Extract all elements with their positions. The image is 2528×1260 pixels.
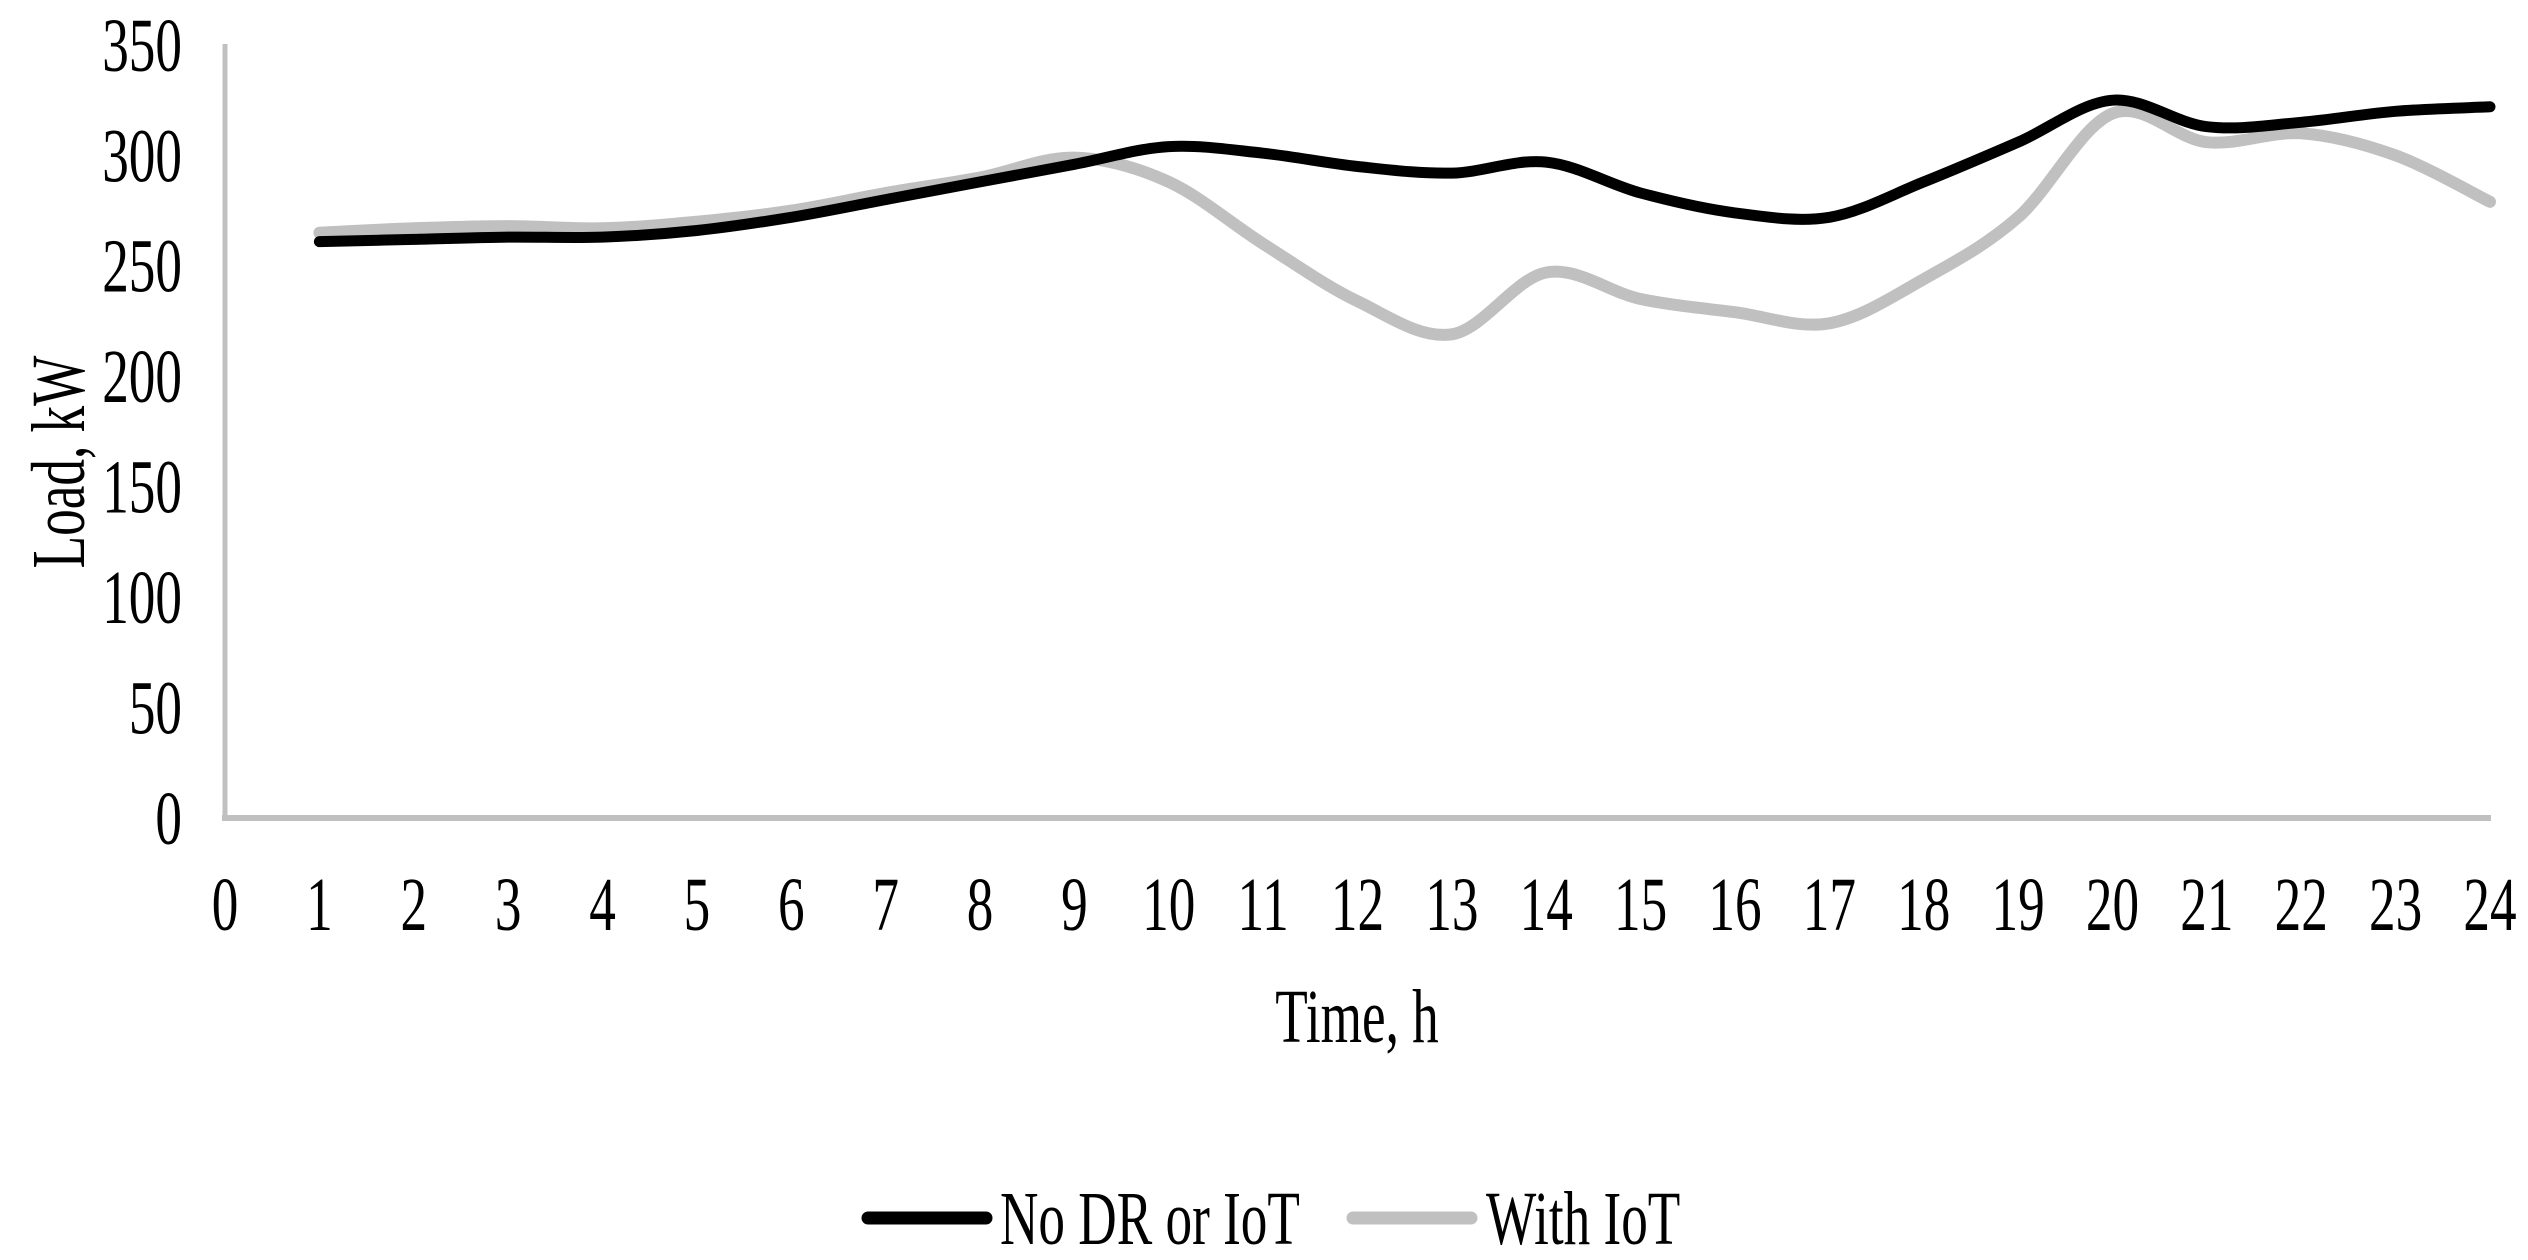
legend-item-no-dr: No DR or IoT <box>861 1178 1300 1260</box>
y-axis-tick-labels: 0 50 100 150 200 250 300 350 <box>102 5 182 861</box>
x-tick-label: 11 <box>1238 864 1289 947</box>
series-lines <box>313 94 2496 341</box>
x-tick-label: 16 <box>1708 864 1761 947</box>
y-tick-label: 250 <box>102 226 182 309</box>
x-tick-label: 23 <box>2369 864 2422 947</box>
y-axis-title: Load, kW <box>18 356 101 569</box>
x-tick-label: 7 <box>872 864 899 947</box>
x-tick-label: 18 <box>1897 864 1950 947</box>
x-tick-label: 14 <box>1520 864 1573 947</box>
x-tick-label: 21 <box>2180 864 2233 947</box>
y-tick-label: 300 <box>102 115 182 198</box>
y-tick-label: 350 <box>102 5 182 88</box>
x-tick-label: 5 <box>684 864 711 947</box>
x-axis-title: Time, h <box>1275 976 1439 1059</box>
x-tick-label: 1 <box>306 864 333 947</box>
legend: No DR or IoT With IoT <box>861 1178 1680 1260</box>
y-tick-label: 200 <box>102 336 182 419</box>
x-tick-label: 9 <box>1061 864 1088 947</box>
x-tick-label: 22 <box>2275 864 2328 947</box>
x-tick-label: 17 <box>1803 864 1856 947</box>
with-iot-line <box>313 105 2496 341</box>
x-tick-label: 2 <box>400 864 427 947</box>
legend-label-with-iot: With IoT <box>1486 1178 1680 1260</box>
x-tick-label: 8 <box>967 864 994 947</box>
no-dr-or-iot-line <box>313 94 2496 248</box>
x-tick-label: 20 <box>2086 864 2139 947</box>
x-tick-label: 15 <box>1614 864 1667 947</box>
y-tick-label: 0 <box>155 778 182 861</box>
y-tick-label: 100 <box>102 557 182 640</box>
x-tick-label: 4 <box>589 864 616 947</box>
x-tick-label: 0 <box>212 864 239 947</box>
x-tick-label: 6 <box>778 864 805 947</box>
x-tick-label: 10 <box>1142 864 1195 947</box>
x-tick-label: 3 <box>495 864 522 947</box>
legend-label-no-dr: No DR or IoT <box>1000 1178 1300 1260</box>
y-tick-label: 150 <box>102 447 182 530</box>
legend-item-with-iot: With IoT <box>1346 1178 1680 1260</box>
x-tick-label: 13 <box>1425 864 1478 947</box>
x-tick-label: 24 <box>2463 864 2516 947</box>
x-axis-tick-labels: 0 1 2 3 4 5 6 7 8 9 10 11 12 13 14 15 16 17 18 19 20 21 22 23 24 <box>212 864 2517 947</box>
x-tick-label: 19 <box>1992 864 2045 947</box>
x-tick-label: 12 <box>1331 864 1384 947</box>
y-tick-label: 50 <box>129 667 182 750</box>
